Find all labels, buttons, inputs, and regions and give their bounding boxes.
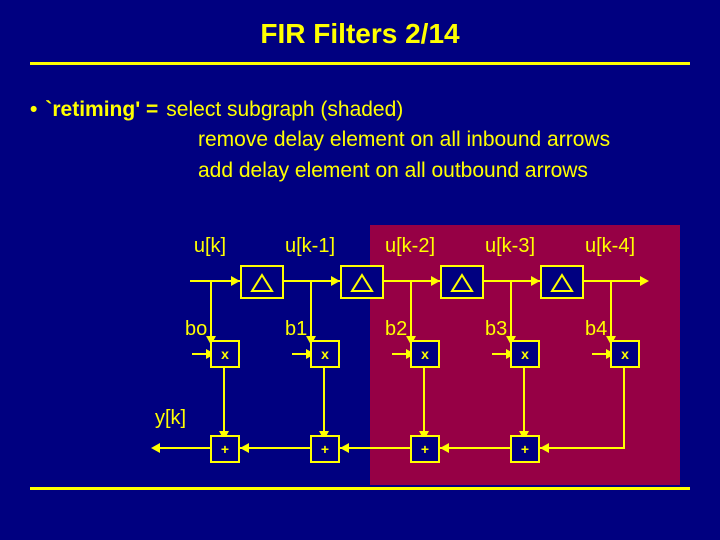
- mult-box-4: x: [610, 340, 640, 368]
- bullet-desc-3: add delay element on all outbound arrows: [198, 156, 720, 186]
- arrow-add-chain-3: [440, 443, 449, 453]
- add-chain-3: [440, 447, 510, 449]
- bullet-dot: •: [30, 95, 37, 125]
- delay-0: [240, 265, 284, 299]
- mult-box-1: x: [310, 340, 340, 368]
- bullet-label: `retiming' =: [45, 95, 158, 125]
- title-divider: [30, 62, 690, 65]
- hline-into-add3-from4: [540, 447, 625, 449]
- u-label-0: u[k]: [170, 235, 250, 258]
- mult-box-3: x: [510, 340, 540, 368]
- u-label-2: u[k-2]: [370, 235, 450, 258]
- arrow-into-add3-right: [540, 443, 549, 453]
- b-label-2: b2: [385, 318, 407, 341]
- arrow-add-chain-1: [240, 443, 249, 453]
- arrow-add-chain-2: [340, 443, 349, 453]
- bullet-desc-2: remove delay element on all inbound arro…: [198, 125, 720, 155]
- add-chain-2: [340, 447, 410, 449]
- u-label-1: u[k-1]: [270, 235, 350, 258]
- fir-diagram: u[k]box+u[k-1]b1x+u[k-2]b2x+u[k-3]b3x+u[…: [160, 235, 700, 485]
- vline-bot-0: [223, 368, 225, 435]
- bullet-row: • `retiming' = select subgraph (shaded): [30, 95, 720, 125]
- y-output-line: [160, 447, 210, 449]
- vline-top-1: [310, 280, 312, 340]
- add-chain-1: [240, 447, 310, 449]
- arrow-into-delay-3: [531, 276, 540, 286]
- vline-top-0: [210, 280, 212, 340]
- vline-top-4: [610, 280, 612, 340]
- bullet-desc-1: select subgraph (shaded): [166, 95, 403, 125]
- y-label: y[k]: [155, 407, 186, 430]
- add-box-1: +: [310, 435, 340, 463]
- arrow-into-delay-1: [331, 276, 340, 286]
- vline-bot-3: [523, 368, 525, 435]
- vline-top-2: [410, 280, 412, 340]
- arrow-into-delay-2: [431, 276, 440, 286]
- mult-box-0: x: [210, 340, 240, 368]
- arrow-y-out: [151, 443, 160, 453]
- b-label-0: bo: [185, 318, 207, 341]
- vline-top-3: [510, 280, 512, 340]
- delay-3: [540, 265, 584, 299]
- vline-last-down: [623, 368, 625, 447]
- vline-bot-2: [423, 368, 425, 435]
- add-box-0: +: [210, 435, 240, 463]
- u-label-3: u[k-3]: [470, 235, 550, 258]
- mult-box-2: x: [410, 340, 440, 368]
- delay-1: [340, 265, 384, 299]
- b-label-3: b3: [485, 318, 507, 341]
- b-label-1: b1: [285, 318, 307, 341]
- page-title: FIR Filters 2/14: [0, 0, 720, 50]
- b-label-4: b4: [585, 318, 607, 341]
- vline-bot-1: [323, 368, 325, 435]
- add-box-3: +: [510, 435, 540, 463]
- arrow-into-delay-0: [231, 276, 240, 286]
- arrow-top-end: [640, 276, 649, 286]
- delay-2: [440, 265, 484, 299]
- bottom-divider: [30, 487, 690, 490]
- add-box-2: +: [410, 435, 440, 463]
- u-label-4: u[k-4]: [570, 235, 650, 258]
